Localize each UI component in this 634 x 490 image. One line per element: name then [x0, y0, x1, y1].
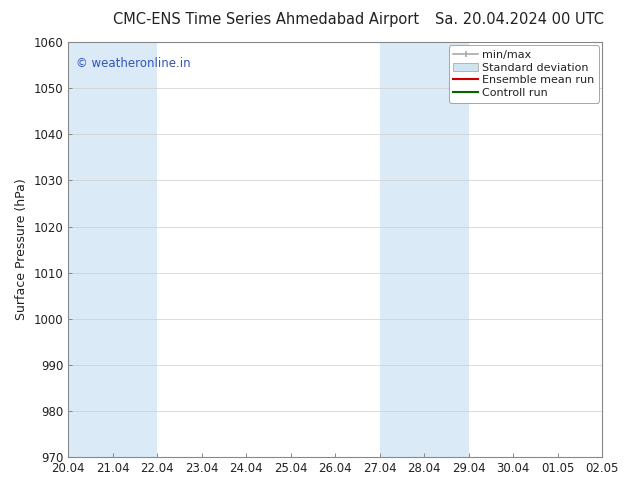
- Y-axis label: Surface Pressure (hPa): Surface Pressure (hPa): [15, 179, 28, 320]
- Bar: [68, 42, 113, 457]
- Text: © weatheronline.in: © weatheronline.in: [76, 56, 191, 70]
- Bar: [424, 42, 469, 457]
- Legend: min/max, Standard deviation, Ensemble mean run, Controll run: min/max, Standard deviation, Ensemble me…: [449, 46, 599, 102]
- Bar: [113, 42, 157, 457]
- Bar: [380, 42, 424, 457]
- Text: CMC-ENS Time Series Ahmedabad Airport: CMC-ENS Time Series Ahmedabad Airport: [113, 12, 419, 27]
- Text: Sa. 20.04.2024 00 UTC: Sa. 20.04.2024 00 UTC: [436, 12, 604, 27]
